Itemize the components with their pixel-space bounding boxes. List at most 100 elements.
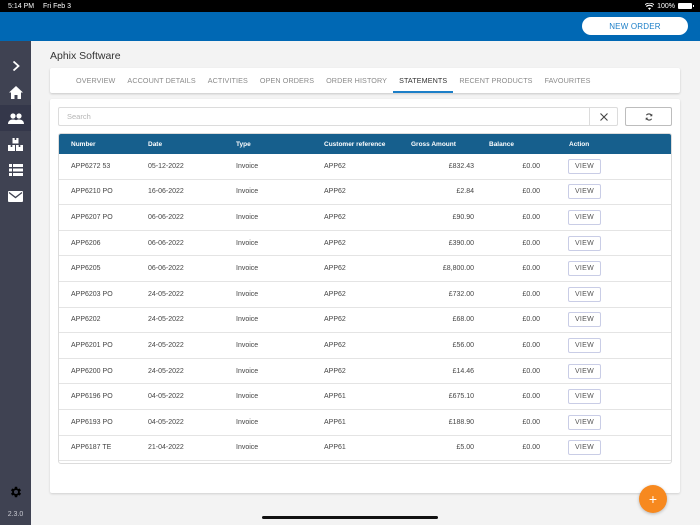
column-header-type[interactable]: Type — [236, 140, 251, 148]
app-version: 2.3.0 — [7, 511, 24, 518]
table-row: APP6203 PO 24-05-2022 Invoice APP62 £732.00 £… — [59, 282, 671, 308]
cell-action: VIEW — [568, 389, 671, 405]
view-button[interactable]: VIEW — [568, 235, 601, 251]
table-header: Number Date Type Customer reference Gros… — [59, 134, 671, 154]
view-button[interactable]: VIEW — [568, 286, 601, 302]
cell-action: VIEW — [568, 286, 671, 302]
view-button[interactable]: VIEW — [568, 440, 601, 456]
cell-balance: £0.00 — [522, 188, 540, 196]
cell-customer-reference: APP62 — [324, 162, 346, 170]
tab-favourites[interactable]: FAVOURITES — [544, 76, 591, 85]
cell-action: VIEW — [568, 209, 671, 225]
tab-account-details[interactable]: ACCOUNT DETAILS — [127, 76, 196, 85]
home-indicator[interactable] — [262, 516, 438, 519]
refresh-icon — [645, 112, 652, 121]
cell-action: VIEW — [568, 184, 671, 200]
cell-gross-amount: £2.84 — [456, 188, 474, 196]
cell-action: VIEW — [568, 440, 671, 456]
statements-table: Number Date Type Customer reference Gros… — [58, 133, 672, 464]
new-order-button[interactable]: NEW ORDER — [582, 17, 688, 35]
sidebar-item-home[interactable] — [0, 79, 31, 105]
table-body: APP6272 53 05-12-2022 Invoice APP62 £832.43 £… — [59, 154, 671, 462]
table-row: APP6200 PO 24-05-2022 Invoice APP62 £14.46 £0… — [59, 359, 671, 385]
cell-date: 24-05-2022 — [148, 341, 184, 349]
sidebar-item-expand[interactable] — [0, 53, 31, 79]
tab-recent-products[interactable]: RECENT PRODUCTS — [459, 76, 533, 85]
cell-customer-reference: APP62 — [324, 265, 346, 273]
table-row: APP6187 TE 21-04-2022 Invoice APP61 £5.00 £0.… — [59, 436, 671, 462]
sidebar-item-products[interactable] — [0, 131, 31, 157]
sidebar-item-mail[interactable] — [0, 183, 31, 209]
cell-customer-reference: APP61 — [324, 393, 346, 401]
search-input[interactable] — [59, 108, 589, 125]
column-header-date[interactable]: Date — [148, 140, 163, 148]
cell-customer-reference: APP62 — [324, 341, 346, 349]
view-button[interactable]: VIEW — [568, 184, 601, 200]
cell-customer-reference: APP62 — [324, 290, 346, 298]
cell-number: APP6193 PO — [71, 418, 113, 426]
view-button[interactable]: VIEW — [568, 261, 601, 277]
cell-number: APP6187 TE — [71, 444, 112, 452]
cell-balance: £0.00 — [522, 393, 540, 401]
cell-action: VIEW — [568, 235, 671, 251]
cell-balance: £0.00 — [522, 418, 540, 426]
cell-balance: £0.00 — [522, 367, 540, 375]
table-row: APP6196 PO 04-05-2022 Invoice APP61 £675.10 £… — [59, 384, 671, 410]
tab-statements[interactable]: STATEMENTS — [393, 68, 454, 93]
tab-order-history[interactable]: ORDER HISTORY — [326, 76, 388, 85]
cell-action: VIEW — [568, 363, 671, 379]
cell-customer-reference: APP62 — [324, 316, 346, 324]
cell-customer-reference: APP61 — [324, 444, 346, 452]
cell-date: 16-06-2022 — [148, 188, 184, 196]
column-header-number[interactable]: Number — [71, 140, 96, 148]
cell-number: APP6202 — [71, 316, 101, 324]
cell-type: Invoice — [236, 239, 259, 247]
cell-date: 21-04-2022 — [148, 444, 184, 452]
view-button[interactable]: VIEW — [568, 414, 601, 430]
view-button[interactable]: VIEW — [568, 209, 601, 225]
tab-activities[interactable]: ACTIVITIES — [207, 76, 248, 85]
boxes-icon — [8, 137, 23, 151]
sidebar-item-list[interactable] — [0, 157, 31, 183]
cell-type: Invoice — [236, 418, 259, 426]
plus-icon: + — [648, 491, 658, 507]
status-date: Fri Feb 3 — [43, 2, 72, 10]
page-title: Aphix Software — [50, 50, 121, 62]
column-header-gross-amount[interactable]: Gross Amount — [411, 140, 456, 148]
clear-search-button[interactable] — [589, 108, 617, 125]
close-icon — [599, 112, 608, 121]
cell-action: VIEW — [568, 337, 671, 353]
view-button[interactable]: VIEW — [568, 363, 601, 379]
refresh-button[interactable] — [625, 107, 672, 126]
cell-action: VIEW — [568, 158, 671, 174]
cell-balance: £0.00 — [522, 444, 540, 452]
sidebar-item-customers[interactable] — [0, 105, 31, 131]
list-icon — [8, 164, 23, 176]
cell-gross-amount: £832.43 — [448, 162, 474, 170]
tab-overview[interactable]: OVERVIEW — [76, 76, 116, 85]
cell-gross-amount: £675.10 — [448, 393, 474, 401]
table-row: APP6207 PO 06-06-2022 Invoice APP62 £90.90 £0… — [59, 205, 671, 231]
column-header-customer-reference[interactable]: Customer reference — [324, 140, 386, 148]
cell-type: Invoice — [236, 265, 259, 273]
statements-panel: Number Date Type Customer reference Gros… — [50, 99, 680, 493]
cell-gross-amount: £14.46 — [452, 367, 474, 375]
view-button[interactable]: VIEW — [568, 337, 601, 353]
table-row: APP6205 06-06-2022 Invoice APP62 £8,800.00 £0… — [59, 256, 671, 282]
column-header-balance[interactable]: Balance — [489, 140, 514, 148]
cell-number: APP6207 PO — [71, 213, 113, 221]
view-button[interactable]: VIEW — [568, 312, 601, 328]
cell-date: 04-05-2022 — [148, 393, 184, 401]
view-button[interactable]: VIEW — [568, 158, 601, 174]
cell-type: Invoice — [236, 341, 259, 349]
tab-open-orders[interactable]: OPEN ORDERS — [259, 76, 315, 85]
cell-gross-amount: £8,800.00 — [442, 265, 474, 273]
cell-type: Invoice — [236, 367, 259, 375]
cell-type: Invoice — [236, 188, 259, 196]
cell-date: 24-05-2022 — [148, 367, 184, 375]
settings-button[interactable] — [0, 485, 31, 499]
cell-number: APP6196 PO — [71, 393, 113, 401]
view-button[interactable]: VIEW — [568, 389, 601, 405]
cell-balance: £0.00 — [522, 239, 540, 247]
add-fab-button[interactable]: + — [639, 485, 667, 513]
